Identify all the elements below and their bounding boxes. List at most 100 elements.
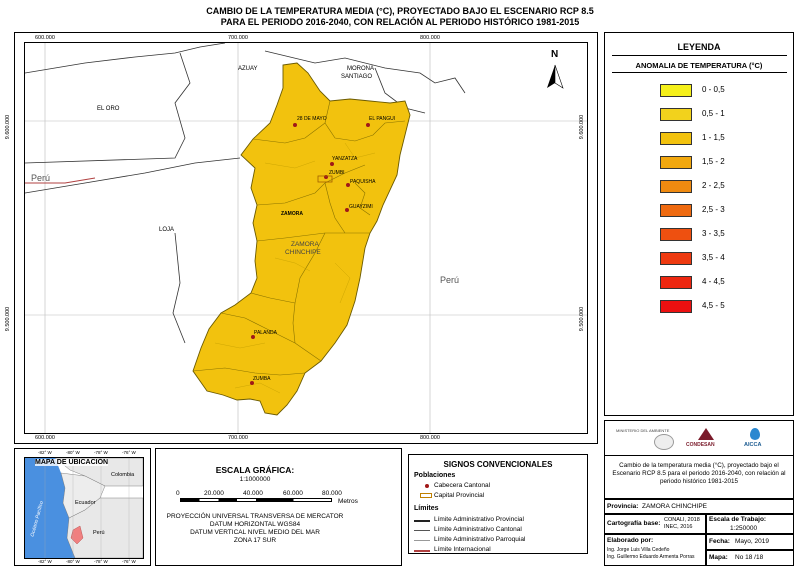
info-fecha-cell <box>706 534 794 550</box>
location-map-title: MAPA DE UBICACIÓN <box>35 459 109 466</box>
aicca-drop-icon <box>750 428 760 440</box>
region-label-morona-2: SANTIAGO <box>341 74 373 80</box>
info-elaborado-cell <box>604 534 706 566</box>
scale-title: ESCALA GRÁFICA: <box>215 465 295 475</box>
canton-label: GUAYZIMI <box>349 204 373 210</box>
signs-poblaciones: Poblaciones <box>414 472 456 479</box>
logo-aicca-label: AICCA <box>744 442 762 448</box>
location-map: MAPA DE UBICACIÓN Colombia Ecuador Perú … <box>24 457 144 559</box>
signs-lim1: Límite Administrativo Provincial <box>434 516 524 523</box>
legend-subheading: ANOMALIA DE TEMPERATURA (°C) <box>635 61 763 70</box>
info-mapa-label: Mapa: <box>709 554 728 561</box>
legend-swatch <box>660 180 692 193</box>
map-title-line2: PARA EL PERIODO 2016-2040, CON RELACIÓN … <box>220 17 580 27</box>
north-label: N <box>551 49 559 60</box>
signs-cabecera: Cabecera Cantonal <box>434 482 491 489</box>
info-cart-value2: INEC, 2016 <box>664 524 693 530</box>
legend-label: 2,5 - 3 <box>702 205 725 214</box>
location-lon-top-3: -78° W <box>94 450 108 455</box>
region-label-loja: LOJA <box>159 227 175 233</box>
projection-line3: DATUM VERTICAL NIVEL MEDIO DEL MAR <box>190 529 320 536</box>
line-provincial <box>414 520 430 522</box>
signs-title: SIGNOS CONVENCIONALES <box>443 460 553 469</box>
main-map-frame <box>14 32 598 444</box>
canton-label: ZAMORA <box>281 211 303 217</box>
region-label-peru-left: Perú <box>31 173 51 183</box>
legend-item: 0,5 - 1 <box>660 108 790 122</box>
location-lon-bottom-2: -80° W <box>66 559 80 564</box>
logo-ministerio: MINISTERIO DEL AMBIENTE <box>616 428 688 450</box>
canton-label: EL PANGUI <box>369 116 396 122</box>
scale-tick: 80.000 <box>322 490 342 497</box>
info-description: Cambio de la temperatura media (°C), pro… <box>612 462 786 485</box>
signs-capital: Capital Provincial <box>434 492 485 499</box>
legend-swatch <box>660 252 692 265</box>
location-label-colombia: Colombia <box>111 472 135 478</box>
legend-item: 2 - 2,5 <box>660 180 790 194</box>
x-coord-bottom-2: 700.000 <box>228 435 248 441</box>
x-coord-bottom-3: 800.000 <box>420 435 440 441</box>
info-cart-label: Cartografía base: <box>607 520 661 527</box>
location-lon-bottom-4: -76° W <box>122 559 136 564</box>
legend-label: 3 - 3,5 <box>702 229 725 238</box>
logo-aicca: AICCA <box>738 428 778 450</box>
location-label-peru: Perú <box>93 530 105 536</box>
x-coord-bottom-1: 600.000 <box>35 435 55 441</box>
y-coord-left-2: 9.500.000 <box>5 306 12 332</box>
logo-condesan-label: CONDESAN <box>686 442 715 448</box>
capital-symbol <box>420 493 432 498</box>
legend-label: 3,5 - 4 <box>702 253 725 262</box>
info-provincia-label: Provincia: <box>607 503 639 510</box>
y-coord-left-1: 9.600.000 <box>5 114 12 140</box>
cabecera-symbol <box>425 484 429 488</box>
region-label-el-oro: EL ORO <box>97 106 120 112</box>
location-lon-top-4: -76° W <box>122 450 136 455</box>
canton-label: 28 DE MAYO <box>297 116 327 122</box>
projection-line1: PROYECCIÓN UNIVERSAL TRANSVERSA DE MERCA… <box>166 513 344 520</box>
location-label-ecuador: Ecuador <box>75 500 96 506</box>
info-cart-value1: CONALI, 2018 <box>664 517 700 523</box>
signs-lim2: Límite Administrativo Cantonal <box>434 526 522 533</box>
region-label-peru-right: Perú <box>440 275 460 285</box>
legend-item: 4 - 4,5 <box>660 276 790 290</box>
region-label-zamora-2: CHINCHIPE <box>285 249 321 256</box>
info-elaborado-2: Ing. Guillermo Eduardo Armenta Porras <box>607 554 695 560</box>
main-map-svg <box>25 43 587 433</box>
info-cart-cell <box>604 514 706 534</box>
info-elaborado-1: Ing. Jorge Luis Villa Cedeño <box>607 547 670 553</box>
scale-ratio: 1:1000000 <box>239 476 271 483</box>
info-description-cell <box>604 455 794 499</box>
legend-swatch <box>660 156 692 169</box>
legend-item: 4,5 - 5 <box>660 300 790 314</box>
location-lon-bottom-1: -82° W <box>38 559 52 564</box>
line-parroquial <box>414 540 430 541</box>
y-coord-right-1: 9.600.000 <box>579 114 586 140</box>
legend-label: 4 - 4,5 <box>702 277 725 286</box>
info-escala-label: Escala de Trabajo: <box>709 516 767 523</box>
logo-condesan: CONDESAN <box>686 428 726 450</box>
scale-unit: Metros <box>338 498 358 505</box>
region-label-azuay: AZUAY <box>238 66 258 72</box>
legend-item: 3 - 3,5 <box>660 228 790 242</box>
canton-label: PAQUISHA <box>350 179 376 185</box>
main-map-inner-frame: N AZUAY MORONA SANTIAGO EL ORO Perú LOJA… <box>24 42 588 434</box>
region-label-morona-1: MORONA <box>347 66 374 72</box>
x-coord-top-2: 700.000 <box>228 35 248 41</box>
signs-lim3: Límite Administrativo Parroquial <box>434 536 526 543</box>
legend-panel <box>604 32 794 416</box>
location-lon-top-2: -80° W <box>66 450 80 455</box>
scale-panel <box>155 448 402 566</box>
legend-label: 1 - 1,5 <box>702 133 725 142</box>
scale-tick: 20.000 <box>204 490 224 497</box>
legend-swatch <box>660 84 692 97</box>
legend-label: 0,5 - 1 <box>702 109 725 118</box>
canton-label: ZUMBA <box>253 376 271 382</box>
province-shape <box>192 62 411 416</box>
canton-label: YANZATZA <box>332 156 358 162</box>
legend-divider <box>612 55 787 56</box>
map-title: CAMBIO DE LA TEMPERATURA MEDIA (°C), PRO… <box>185 6 615 28</box>
legend-item: 3,5 - 4 <box>660 252 790 266</box>
region-label-zamora-1: ZAMORA <box>291 241 319 248</box>
line-internacional <box>414 550 430 552</box>
x-coord-top-1: 600.000 <box>35 35 55 41</box>
